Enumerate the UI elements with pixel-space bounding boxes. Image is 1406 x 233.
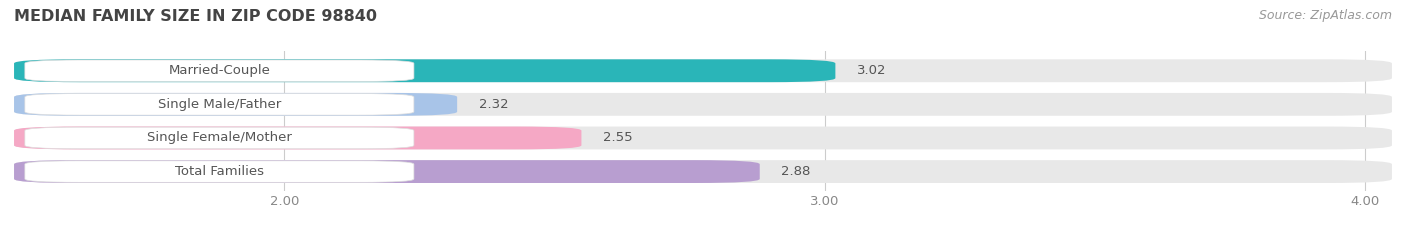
FancyBboxPatch shape bbox=[14, 127, 1392, 149]
FancyBboxPatch shape bbox=[25, 60, 413, 82]
Text: 2.88: 2.88 bbox=[782, 165, 811, 178]
Text: MEDIAN FAMILY SIZE IN ZIP CODE 98840: MEDIAN FAMILY SIZE IN ZIP CODE 98840 bbox=[14, 9, 377, 24]
FancyBboxPatch shape bbox=[14, 93, 1392, 116]
FancyBboxPatch shape bbox=[25, 127, 413, 149]
Text: Single Male/Father: Single Male/Father bbox=[157, 98, 281, 111]
FancyBboxPatch shape bbox=[14, 127, 582, 149]
Text: 3.02: 3.02 bbox=[858, 64, 887, 77]
FancyBboxPatch shape bbox=[14, 160, 1392, 183]
Text: Source: ZipAtlas.com: Source: ZipAtlas.com bbox=[1258, 9, 1392, 22]
Text: Total Families: Total Families bbox=[174, 165, 264, 178]
FancyBboxPatch shape bbox=[25, 94, 413, 115]
Text: Single Female/Mother: Single Female/Mother bbox=[148, 131, 292, 144]
FancyBboxPatch shape bbox=[25, 161, 413, 182]
FancyBboxPatch shape bbox=[14, 59, 835, 82]
Text: 2.32: 2.32 bbox=[479, 98, 509, 111]
FancyBboxPatch shape bbox=[14, 93, 457, 116]
FancyBboxPatch shape bbox=[14, 59, 1392, 82]
Text: 2.55: 2.55 bbox=[603, 131, 633, 144]
Text: Married-Couple: Married-Couple bbox=[169, 64, 270, 77]
FancyBboxPatch shape bbox=[14, 160, 759, 183]
